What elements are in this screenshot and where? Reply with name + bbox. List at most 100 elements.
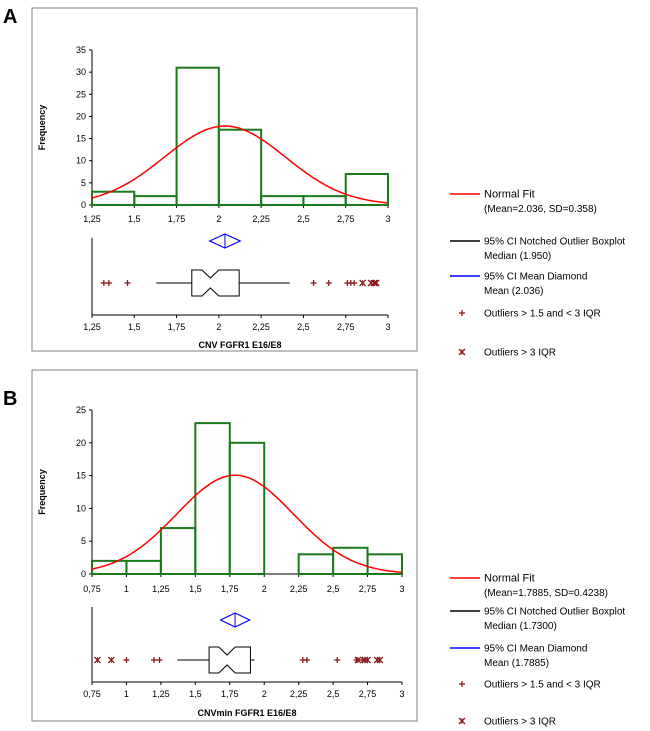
- panel-letter-a: A: [3, 6, 17, 28]
- y-tick-label: 15: [76, 134, 86, 144]
- y-tick-label: 10: [76, 156, 86, 166]
- histogram-bar: [91, 190, 136, 206]
- panel-a-boxplot: 1,25 1,5 1,75 2 2,25 2,5 2,75 3: [83, 233, 391, 332]
- y-tick-label: 35: [76, 45, 86, 55]
- histogram-bar: [344, 173, 390, 206]
- legend-cross-swatch: [458, 717, 466, 725]
- x-tick-label: 2,75: [337, 214, 355, 224]
- x-tick-label: 2,5: [297, 214, 310, 224]
- x-tick-label: 3: [399, 584, 404, 594]
- outlier-mild-marker: [124, 280, 131, 286]
- legend-label: 95% CI Mean Diamond: [484, 644, 587, 655]
- histogram-bar: [260, 195, 305, 206]
- x-tick-label: 2: [216, 322, 221, 332]
- panel-b-x-axis-label: CNVmin FGFR1 E16/E8: [197, 708, 296, 718]
- x-tick-label: 1: [124, 584, 129, 594]
- legend-item: Outliers > 1.5 and < 3 IQR: [459, 309, 601, 320]
- legend-label: Normal Fit: [484, 189, 535, 201]
- x-tick-label: 2: [216, 214, 221, 224]
- y-tick-label: 20: [76, 438, 86, 448]
- x-tick-label: 2: [262, 689, 267, 699]
- histogram-bar: [159, 527, 197, 576]
- legend-item: 95% CI Mean Diamond Mean (1.7885): [450, 644, 587, 669]
- histogram-bar: [125, 559, 162, 576]
- histogram-bar: [228, 441, 266, 575]
- outlier-extreme-marker: [107, 656, 115, 664]
- x-tick-label: 1,75: [168, 322, 186, 332]
- x-tick-label: 1,25: [152, 584, 170, 594]
- legend-label: Outliers > 3 IQR: [484, 717, 556, 728]
- outlier-mild-marker: [105, 280, 112, 286]
- x-tick-label: 2,5: [327, 584, 340, 594]
- legend-item: 95% CI Mean Diamond Mean (2.036): [450, 272, 587, 297]
- legend-item: Outliers > 3 IQR: [458, 348, 556, 359]
- legend-cross-swatch: [458, 348, 466, 356]
- legend-label: Outliers > 3 IQR: [484, 348, 556, 359]
- x-tick-label: 1,5: [128, 322, 141, 332]
- x-tick-label: 0,75: [83, 689, 101, 699]
- histogram-bar: [332, 546, 369, 576]
- histogram-bar: [217, 128, 263, 206]
- legend-item: 95% CI Notched Outlier Boxplot Median (1.…: [450, 607, 625, 632]
- x-tick-label: 1: [124, 689, 129, 699]
- x-tick-label: 1,5: [128, 214, 141, 224]
- panel-b-frame: [31, 369, 418, 722]
- legend-sublabel: Mean (2.036): [484, 286, 543, 297]
- histogram-bar: [302, 195, 347, 206]
- x-tick-label: 3: [385, 322, 390, 332]
- panel-b-y-axis-label: Frequency: [37, 469, 47, 515]
- outlier-mild-marker: [151, 657, 157, 663]
- legend-plus-swatch: [459, 310, 465, 316]
- outlier-mild-marker: [156, 657, 163, 663]
- x-tick-label: 2,75: [337, 322, 355, 332]
- outlier-extreme-marker: [372, 279, 380, 287]
- x-tick-label: 2,25: [252, 214, 270, 224]
- histogram-bar: [133, 195, 178, 206]
- x-tick-label: 2,5: [297, 322, 310, 332]
- notched-box: [208, 646, 251, 674]
- panel-a-legend: Normal Fit (Mean=2.036, SD=0.358) 95% CI N…: [450, 189, 625, 359]
- y-tick-label: 0: [81, 200, 86, 210]
- panel-a-x-axis-label: CNV FGFR1 E16/E8: [198, 340, 281, 350]
- panel-a-frame: [31, 7, 418, 352]
- normal-fit-curve: [91, 474, 403, 574]
- histogram-bar: [366, 553, 403, 576]
- legend-label: Normal Fit: [484, 573, 535, 585]
- histogram-bar: [175, 66, 220, 207]
- legend-item: Outliers > 1.5 and < 3 IQR: [459, 680, 601, 691]
- x-tick-label: 2,75: [359, 689, 377, 699]
- legend-item: Outliers > 3 IQR: [458, 717, 556, 728]
- x-tick-label: 2,75: [359, 584, 377, 594]
- outlier-mild-marker: [310, 280, 317, 286]
- y-tick-label: 15: [76, 471, 86, 481]
- x-tick-label: 2,25: [290, 584, 308, 594]
- x-tick-label: 1,75: [221, 584, 239, 594]
- normal-fit-curve: [91, 125, 389, 204]
- outlier-mild-marker: [351, 280, 358, 286]
- y-tick-label: 20: [76, 111, 86, 121]
- x-tick-label: 1,25: [83, 322, 101, 332]
- y-tick-label: 10: [76, 503, 86, 513]
- notched-box: [191, 269, 240, 297]
- y-tick-label: 5: [81, 178, 86, 188]
- legend-label: 95% CI Notched Outlier Boxplot: [484, 237, 625, 248]
- histogram-bar: [194, 422, 231, 575]
- legend-sublabel: Mean (1.7885): [484, 658, 549, 669]
- legend-sublabel: Median (1.950): [484, 251, 551, 262]
- x-tick-label: 1,25: [83, 214, 101, 224]
- legend-plus-swatch: [459, 681, 465, 687]
- legend-label: 95% CI Mean Diamond: [484, 272, 587, 283]
- y-tick-label: 25: [76, 89, 86, 99]
- legend-sublabel: (Mean=1.7885, SD=0.4238): [484, 588, 608, 599]
- outlier-mild-marker: [325, 280, 332, 286]
- panel-a-histogram: 0 5 10 15 20 25 30 35 1,25 1,5 1,75 2 2,25 2,5 2,75 3: [76, 45, 391, 224]
- y-tick-label: 25: [76, 405, 86, 415]
- y-tick-label: 0: [81, 569, 86, 579]
- panel-b-histogram: 0 5 10 15 20 25 0,75 1 1,25 1,5 1,75 2 2,25 2,5 2,75 3: [76, 405, 405, 594]
- x-tick-label: 1,5: [189, 689, 202, 699]
- x-tick-label: 2,25: [290, 689, 308, 699]
- legend-sublabel: Median (1.7300): [484, 621, 557, 632]
- legend-item: 95% CI Notched Outlier Boxplot Median (1.…: [450, 237, 625, 262]
- x-tick-label: 3: [385, 214, 390, 224]
